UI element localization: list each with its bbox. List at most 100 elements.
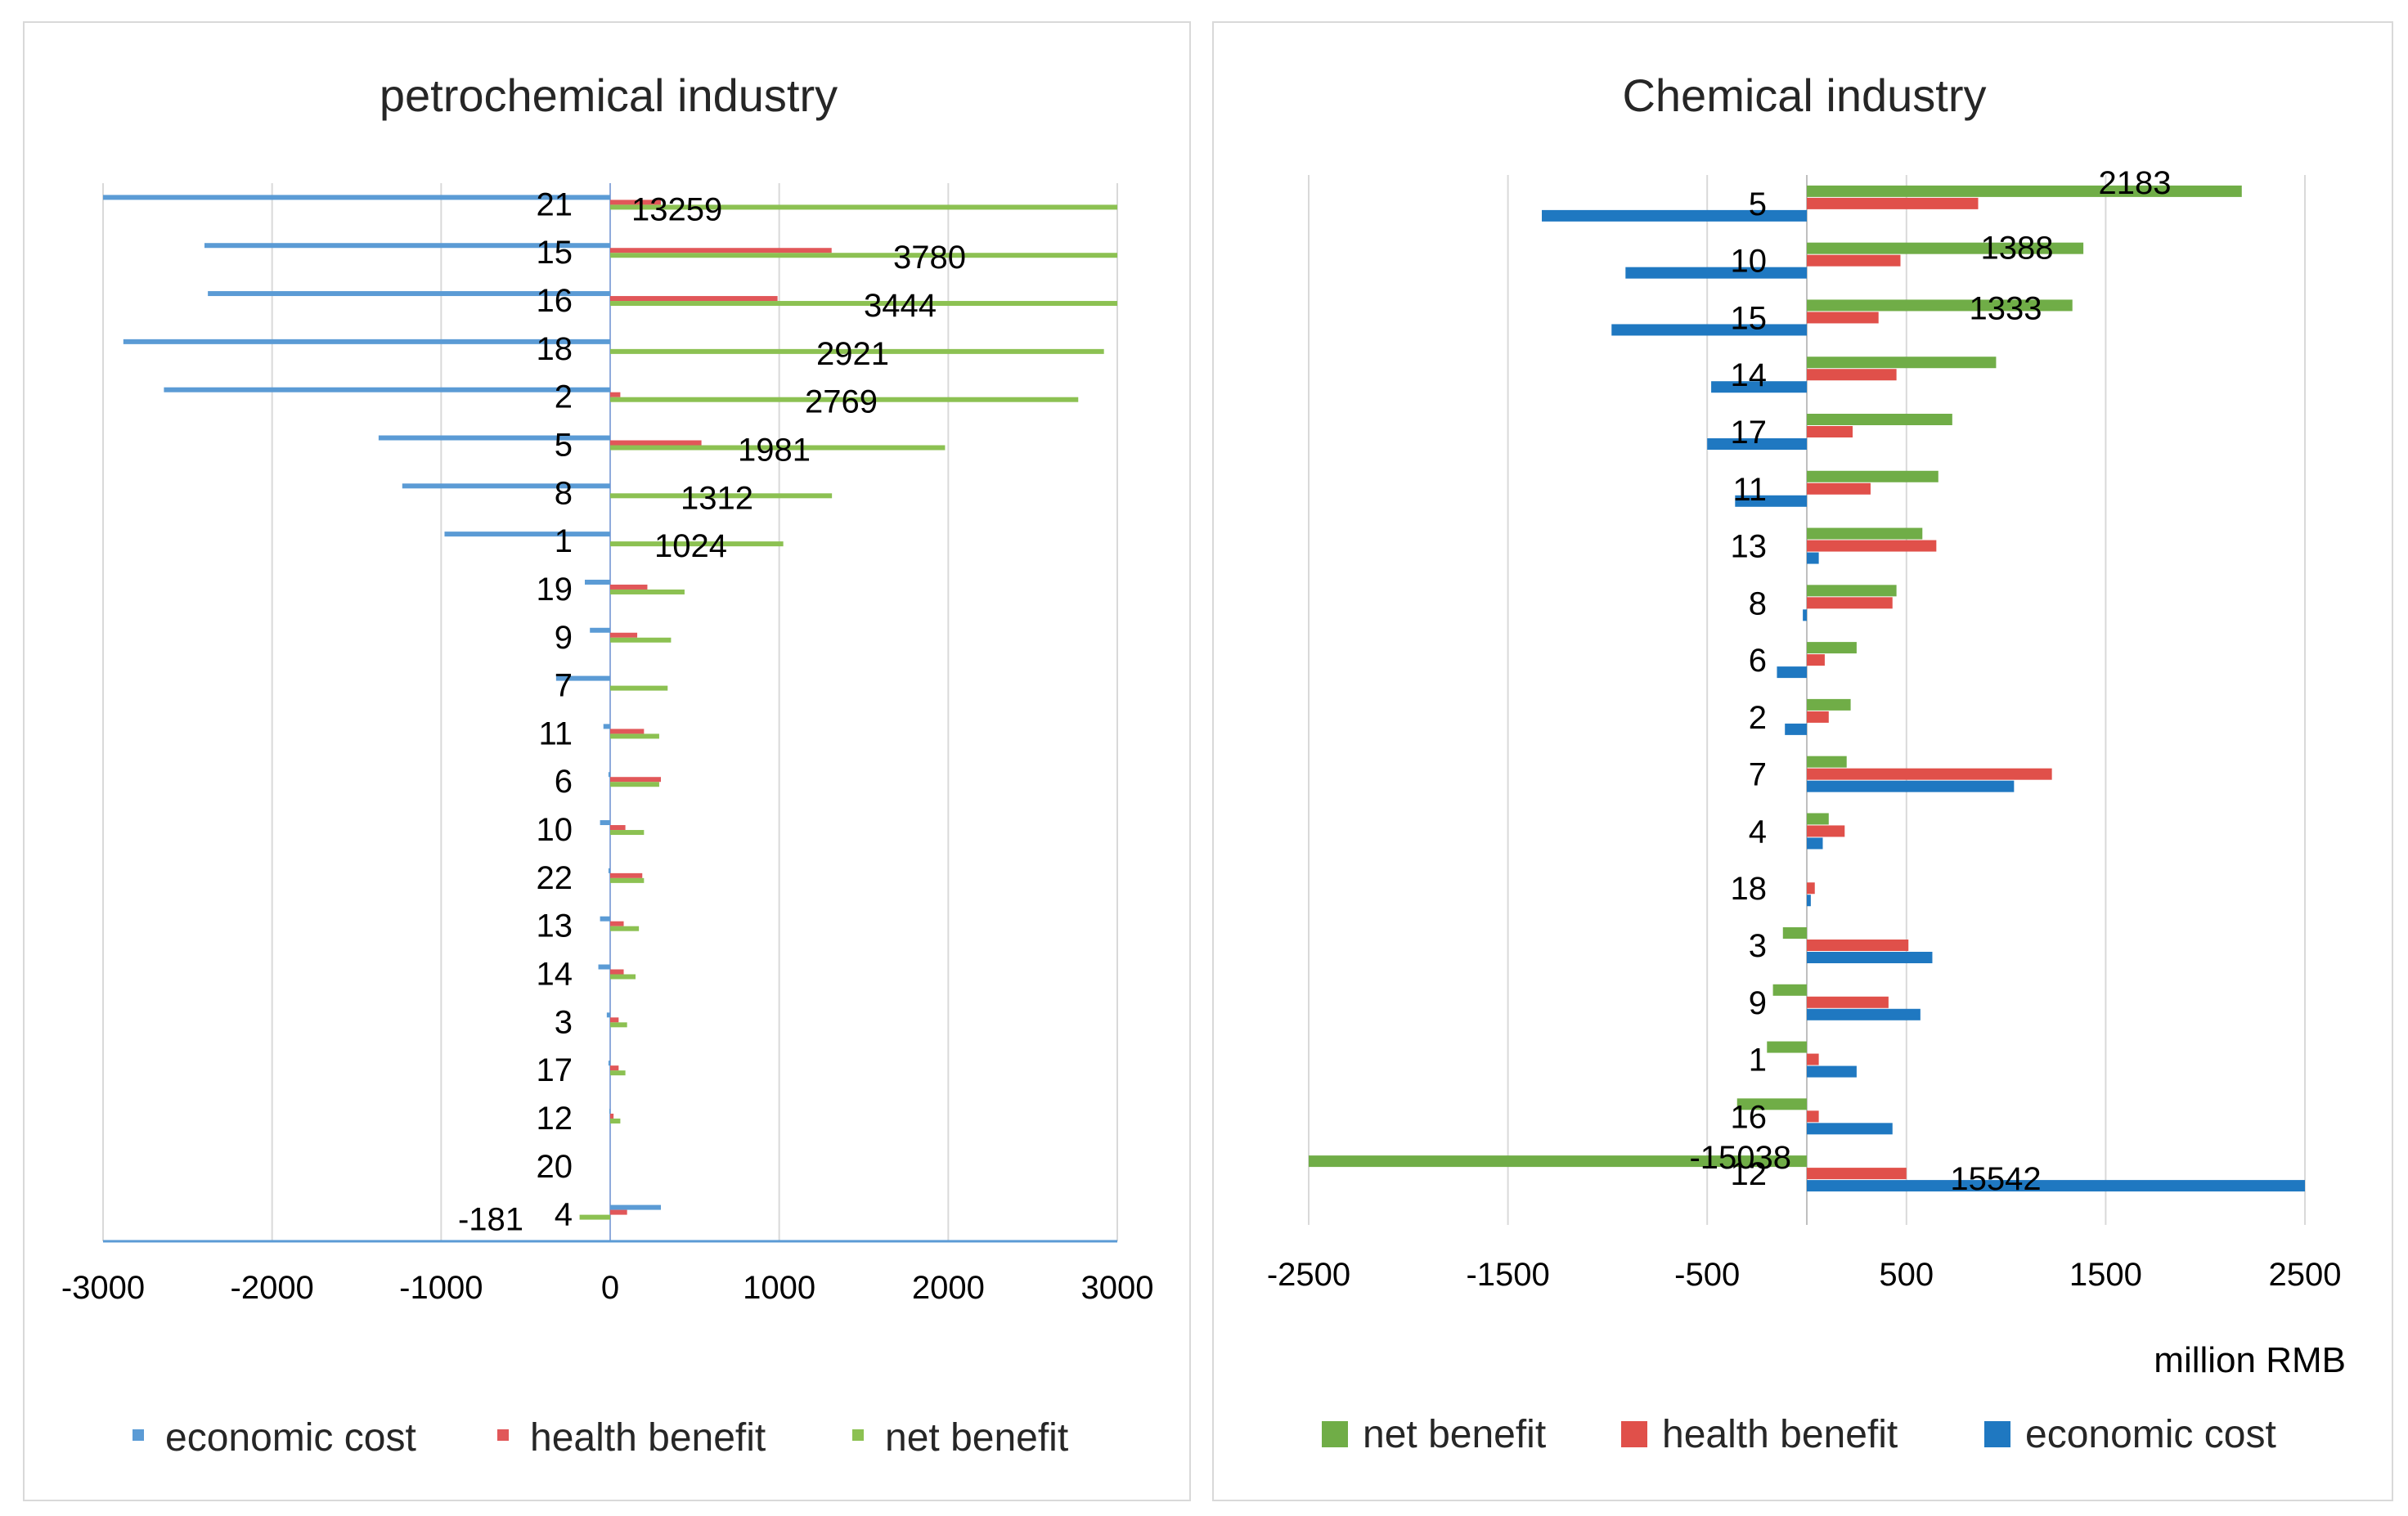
data-label: 3780 <box>893 240 966 276</box>
net-benefit-bar <box>1782 927 1807 939</box>
category-label: 21 <box>537 186 573 222</box>
category-label: 10 <box>537 812 573 848</box>
category-label: 7 <box>555 668 573 704</box>
net-benefit-bar <box>1807 185 2242 197</box>
legend-swatch <box>852 1429 864 1441</box>
category-label: 17 <box>537 1052 573 1088</box>
net-benefit-bar <box>1807 527 1923 540</box>
net-benefit-bar <box>1807 299 2073 312</box>
economic-cost-bar <box>1711 381 1807 393</box>
category-label: 6 <box>555 764 573 800</box>
economic-cost-bar <box>608 772 610 778</box>
data-label: 1981 <box>738 433 811 469</box>
category-label: 12 <box>537 1101 573 1137</box>
data-label: 2921 <box>816 336 889 372</box>
health-benefit-bar <box>1807 996 1889 1008</box>
category-label: 12 <box>1731 1156 1768 1192</box>
category-label: 9 <box>555 620 573 656</box>
x-tick-label: -3000 <box>61 1270 145 1306</box>
category-label: 10 <box>1731 244 1768 280</box>
economic-cost-bar <box>1707 438 1807 450</box>
net-benefit-bar <box>610 493 833 499</box>
economic-cost-bar <box>1807 1123 1893 1135</box>
data-label: 3444 <box>864 288 937 324</box>
net-benefit-bar <box>610 348 1104 354</box>
x-tick-label: 500 <box>1879 1257 1934 1293</box>
economic-cost-bar <box>1625 267 1807 279</box>
category-label: 16 <box>537 283 573 319</box>
legend-swatch <box>1984 1421 2010 1447</box>
net-benefit-bar <box>1807 585 1897 597</box>
health-benefit-bar <box>610 1209 627 1215</box>
petrochemical-chart: petrochemical industry -3000 -2000 -1000 0 10… <box>61 70 1154 1460</box>
economic-cost-bar <box>598 964 610 970</box>
category-label: 19 <box>537 572 573 608</box>
economic-cost-bar <box>585 579 610 585</box>
category-label: 3 <box>1749 928 1767 964</box>
category-label: 11 <box>1732 472 1767 508</box>
economic-cost-bar <box>603 724 610 729</box>
net-benefit-bar <box>610 685 668 691</box>
petrochemical-chart-panel: petrochemical industry -3000 -2000 -1000 0 10… <box>23 21 1191 1501</box>
net-benefit-bar <box>610 445 946 451</box>
chemical-chart-panel: Chemical industry -2500 -1500 -500 500 1500 25… <box>1212 21 2393 1501</box>
data-label: 13259 <box>631 191 722 227</box>
health-benefit-bar <box>1807 768 2052 780</box>
economic-cost-bar <box>1803 609 1807 621</box>
economic-cost-bar <box>606 1012 610 1018</box>
legend-label: net benefit <box>1363 1413 1546 1456</box>
health-benefit-bar <box>1807 1168 1907 1180</box>
net-benefit-bar <box>610 782 659 787</box>
legend-label: health benefit <box>1662 1413 1898 1456</box>
category-label: 13 <box>1731 529 1768 565</box>
x-tick-label: 2000 <box>912 1270 985 1306</box>
economic-cost-bar <box>609 1108 610 1114</box>
net-benefit-bar <box>1807 642 1857 654</box>
economic-cost-bar <box>1807 1180 2305 1192</box>
economic-cost-bar <box>610 1204 661 1210</box>
economic-cost-bar <box>1807 895 1811 907</box>
economic-cost-bar <box>1807 552 1819 564</box>
category-label: 17 <box>1731 415 1768 451</box>
net-benefit-bar <box>1807 698 1851 711</box>
x-tick-label: -2500 <box>1267 1257 1350 1293</box>
health-benefit-bar <box>610 584 648 590</box>
economic-cost-bar <box>1785 723 1807 735</box>
economic-cost-bar <box>123 339 611 344</box>
economic-cost-bar <box>1542 209 1807 222</box>
net-benefit-bar <box>610 541 784 547</box>
category-label: 14 <box>537 957 573 993</box>
x-tick-label: 1500 <box>2069 1257 2142 1293</box>
net-benefit-bar <box>610 974 636 980</box>
category-label: 3 <box>555 1004 573 1040</box>
legend-swatch <box>1322 1421 1348 1447</box>
category-label: 15 <box>1731 300 1768 336</box>
economic-cost-bar <box>1807 780 2015 792</box>
net-benefit-bar <box>610 301 1117 307</box>
economic-cost-bar <box>204 243 610 249</box>
category-label: 4 <box>1749 814 1767 850</box>
economic-cost-bar <box>1807 1008 1921 1020</box>
category-label: 4 <box>555 1197 573 1233</box>
health-benefit-bar <box>610 248 832 253</box>
economic-cost-bar <box>1611 324 1807 336</box>
data-label: 1024 <box>654 528 727 564</box>
net-benefit-bar <box>610 589 685 594</box>
economic-cost-bar <box>600 916 610 922</box>
legend-swatch <box>1621 1421 1647 1447</box>
economic-cost-bar <box>1807 1065 1857 1078</box>
health-benefit-bar <box>1807 197 1979 209</box>
economic-cost-bar <box>378 435 610 441</box>
category-label: 9 <box>1749 985 1767 1021</box>
health-benefit-bar <box>610 392 621 397</box>
legend-swatch <box>133 1429 144 1441</box>
net-benefit-bar <box>1309 1155 1807 1168</box>
economic-cost-bar <box>1807 837 1823 850</box>
health-benefit-bar <box>610 1017 619 1023</box>
health-benefit-bar <box>1807 940 1909 951</box>
economic-cost-bar <box>402 483 610 489</box>
data-label: -15038 <box>1689 1140 1791 1176</box>
net-benefit-bar <box>1807 756 1847 768</box>
x-tick-label: 0 <box>601 1270 619 1306</box>
category-label: 14 <box>1731 357 1768 393</box>
